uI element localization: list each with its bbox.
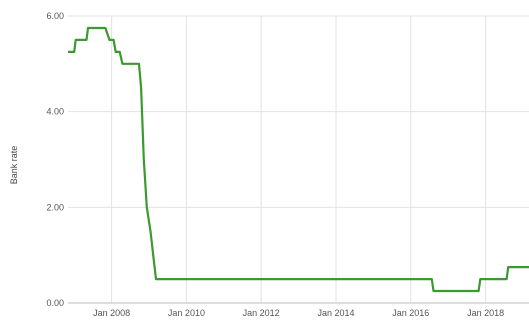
x-tick-label: Jan 2008 xyxy=(93,308,130,318)
axes: 0.00 2.00 4.00 6.00 Jan 2008 Jan 2010 Jan 2012… xyxy=(46,11,529,318)
y-axis-label: Bank rate xyxy=(9,146,19,185)
x-tick-label: Jan 2018 xyxy=(467,308,504,318)
y-tick-label: 0.00 xyxy=(46,298,64,308)
y-tick-label: 6.00 xyxy=(46,11,64,21)
x-tick-label: Jan 2014 xyxy=(317,308,354,318)
grid xyxy=(68,15,529,304)
x-tick-label: Jan 2010 xyxy=(168,308,205,318)
y-tick-label: 2.00 xyxy=(46,202,64,212)
series-line xyxy=(68,26,529,293)
x-tick-label: Jan 2016 xyxy=(392,308,429,318)
x-tick-label: Jan 2012 xyxy=(243,308,280,318)
series xyxy=(68,26,529,293)
y-tick-label: 4.00 xyxy=(46,107,64,117)
